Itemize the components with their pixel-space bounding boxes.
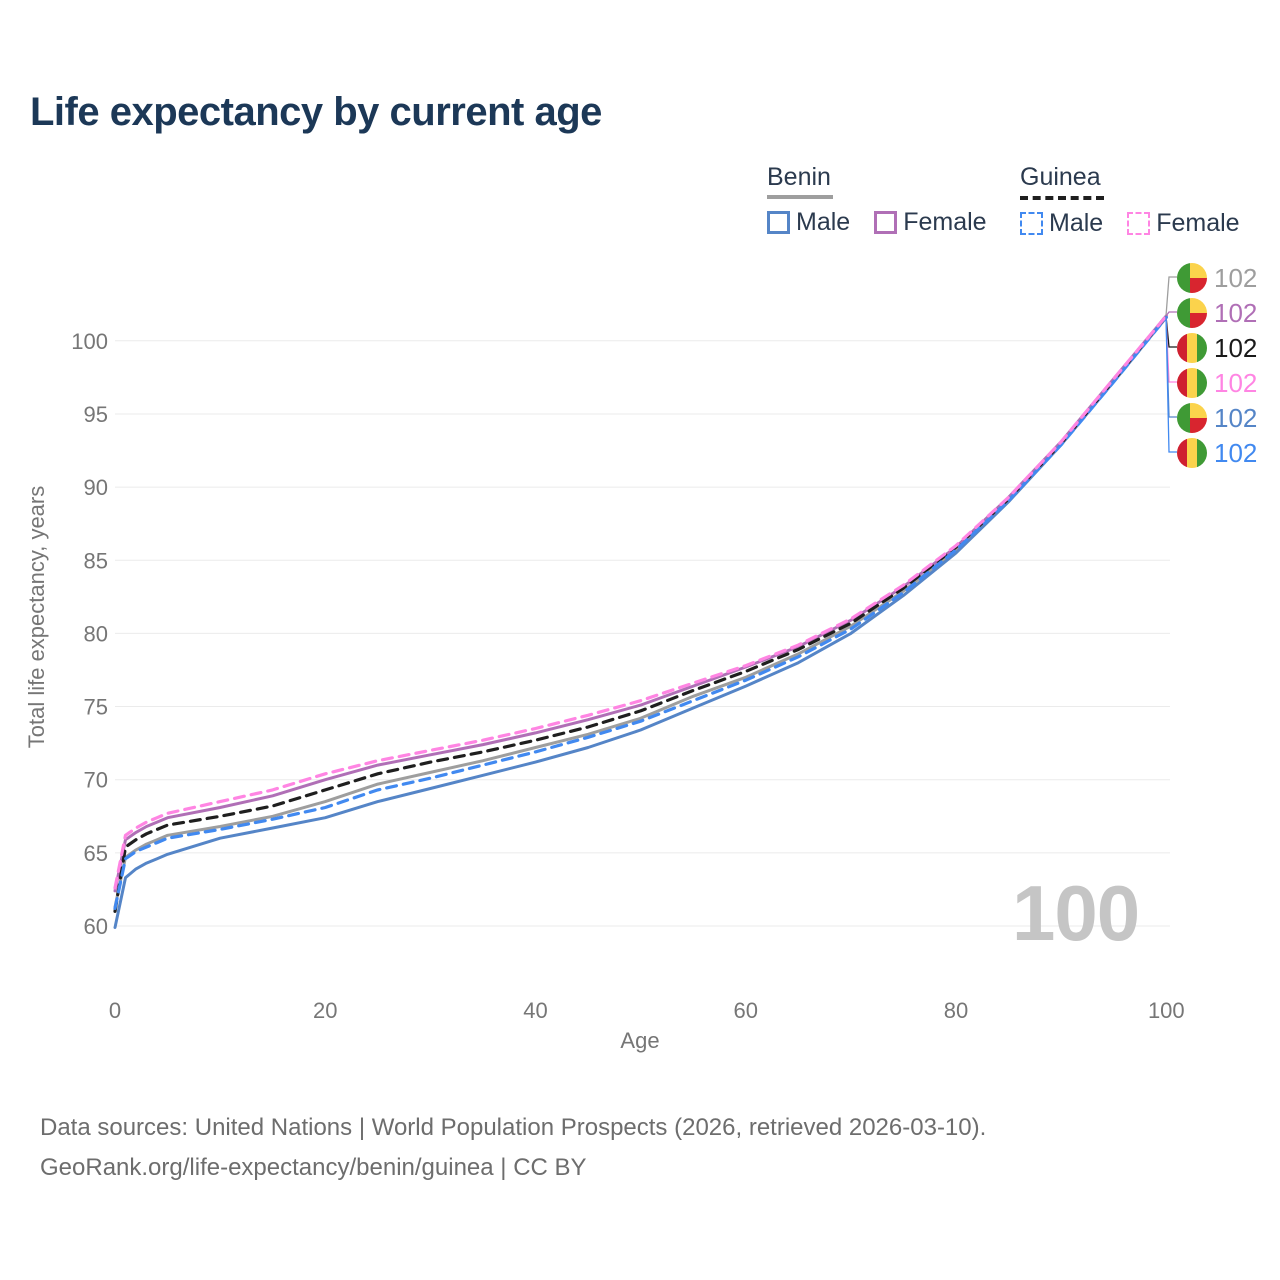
end-value: 102	[1214, 367, 1258, 398]
x-tick-label: 60	[734, 998, 758, 1023]
legend-item-benin-female[interactable]: Female	[874, 208, 987, 237]
end-value: 102	[1214, 297, 1258, 328]
legend-group-benin: Benin Male Female	[767, 163, 987, 237]
series-line-guinea-female	[113, 314, 1168, 890]
attribution: Data sources: United Nations | World Pop…	[40, 1108, 986, 1188]
guinea-flag-icon	[1177, 437, 1207, 468]
y-tick-label: 65	[84, 841, 108, 866]
end-label-benin-total: 102	[1177, 260, 1257, 295]
y-tick-label: 75	[84, 695, 108, 720]
y-tick-label: 60	[84, 914, 108, 939]
guinea-dashed-line-sample	[1020, 196, 1104, 200]
benin-flag-icon	[1177, 297, 1207, 328]
legend-label-benin-male: Male	[796, 208, 851, 236]
guinea-flag-icon	[1177, 367, 1207, 398]
legend-country-benin: Benin	[767, 163, 831, 191]
end-value: 102	[1214, 262, 1258, 293]
end-label-guinea-total: 102	[1177, 330, 1257, 365]
benin-male-swatch[interactable]	[767, 211, 790, 234]
legend-item-guinea-male[interactable]: Male	[1020, 209, 1103, 238]
guinea-female-swatch[interactable]	[1127, 212, 1151, 235]
y-axis-title: Total life expectancy, years	[24, 486, 49, 749]
legend-item-guinea-female[interactable]: Female	[1127, 209, 1240, 238]
y-tick-label: 85	[84, 548, 108, 573]
y-tick-label: 80	[84, 621, 108, 646]
benin-female-swatch[interactable]	[874, 211, 898, 234]
end-label-guinea-female: 102	[1177, 365, 1257, 400]
source-url-line: GeoRank.org/life-expectancy/benin/guinea…	[40, 1154, 587, 1181]
series-line-guinea-male	[113, 315, 1168, 910]
series-line-guinea	[113, 314, 1168, 913]
end-label-guinea-male: 102	[1177, 435, 1257, 470]
x-axis-title: Age	[620, 1028, 659, 1053]
legend-item-benin-male[interactable]: Male	[767, 208, 850, 237]
series-line-benin-male	[113, 315, 1168, 929]
legend-label-guinea-male: Male	[1049, 209, 1104, 237]
legend-label-guinea-female: Female	[1156, 209, 1240, 237]
end-value: 102	[1214, 332, 1258, 363]
end-label-benin-male: 102	[1177, 400, 1257, 435]
guinea-male-swatch[interactable]	[1020, 212, 1043, 235]
page-title: Life expectancy by current age	[30, 90, 602, 134]
y-tick-label: 70	[84, 768, 108, 793]
benin-flag-icon	[1177, 262, 1207, 293]
data-sources-line: Data sources: United Nations | World Pop…	[40, 1114, 987, 1141]
benin-flag-icon	[1177, 402, 1207, 433]
x-tick-label: 80	[944, 998, 968, 1023]
x-tick-label: 40	[523, 998, 547, 1023]
end-label-connector	[1165, 276, 1177, 317]
series-lines	[113, 314, 1168, 929]
x-tick-label: 20	[313, 998, 337, 1023]
end-label-connectors	[1165, 276, 1177, 453]
series-end-labels: 102 102 102 102 102 102	[1177, 260, 1257, 470]
age-watermark: 100	[1012, 869, 1140, 957]
end-value: 102	[1214, 402, 1258, 433]
legend-label-benin-female: Female	[903, 208, 987, 236]
x-tick-labels: 0 20 40 60 80 100	[109, 998, 1185, 1023]
y-tick-label: 95	[84, 402, 108, 427]
y-tick-label: 90	[84, 475, 108, 500]
x-tick-label: 0	[109, 998, 121, 1023]
benin-solid-line-sample	[767, 195, 833, 199]
y-tick-labels: 60 65 70 75 80 85 90 95 100	[71, 329, 108, 939]
guinea-flag-icon	[1177, 332, 1207, 363]
end-label-connector	[1165, 311, 1177, 317]
end-value: 102	[1214, 437, 1258, 468]
end-label-connector	[1165, 315, 1177, 453]
legend-group-guinea: Guinea Male Female	[1020, 163, 1240, 238]
series-line-benin	[113, 314, 1168, 909]
y-tick-label: 100	[71, 329, 108, 354]
x-tick-label: 100	[1148, 998, 1185, 1023]
gridlines	[115, 340, 1170, 927]
end-label-benin-female: 102	[1177, 295, 1257, 330]
legend-country-guinea: Guinea	[1020, 163, 1101, 191]
